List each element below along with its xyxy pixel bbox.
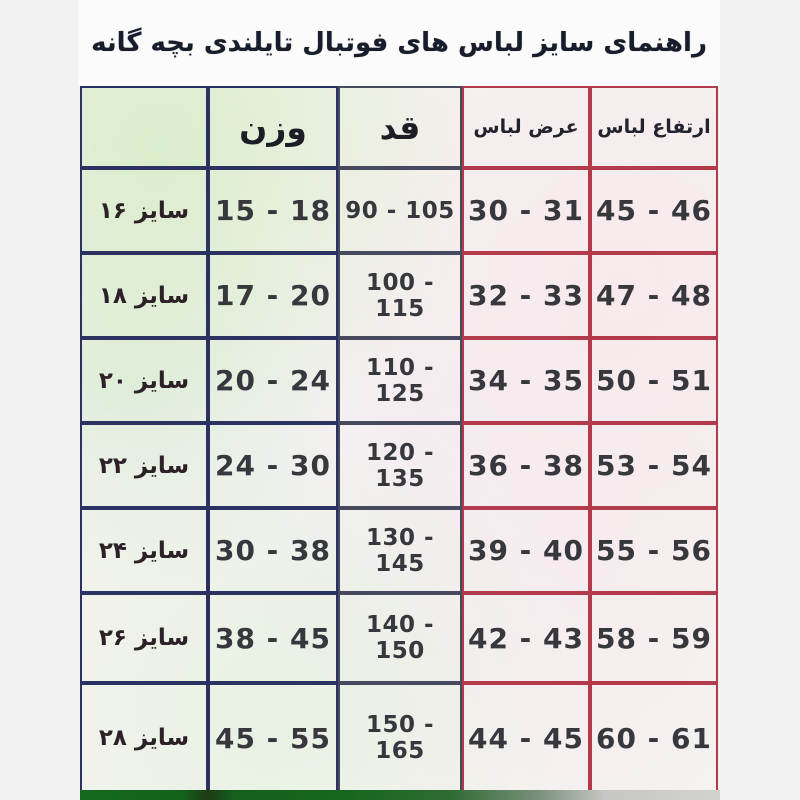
size-guide-table: وزن قد عرض لباس ارتفاع لباس سایز ۱۶ 15 -… bbox=[80, 86, 718, 793]
weight-cell: 17 - 20 bbox=[208, 253, 338, 338]
height-cell: 110 - 125 bbox=[338, 338, 462, 423]
height-cell: 150 - 165 bbox=[338, 683, 462, 793]
column-header-height: قد bbox=[338, 86, 462, 168]
table-row: سایز ۲۲ 24 - 30 120 - 135 36 - 38 53 - 5… bbox=[80, 423, 718, 508]
height-cell: 120 - 135 bbox=[338, 423, 462, 508]
title-band: راهنمای سایز لباس های فوتبال تایلندی بچه… bbox=[78, 0, 720, 86]
table-row: سایز ۲۰ 20 - 24 110 - 125 34 - 35 50 - 5… bbox=[80, 338, 718, 423]
garment-width-cell: 34 - 35 bbox=[462, 338, 590, 423]
size-cell: سایز ۲۸ bbox=[80, 683, 208, 793]
size-cell: سایز ۲۲ bbox=[80, 423, 208, 508]
size-cell: سایز ۲۰ bbox=[80, 338, 208, 423]
height-cell: 140 - 150 bbox=[338, 593, 462, 683]
garment-width-cell: 36 - 38 bbox=[462, 423, 590, 508]
header-row: وزن قد عرض لباس ارتفاع لباس bbox=[80, 86, 718, 168]
garment-height-cell: 55 - 56 bbox=[590, 508, 718, 593]
garment-height-cell: 47 - 48 bbox=[590, 253, 718, 338]
garment-height-cell: 58 - 59 bbox=[590, 593, 718, 683]
garment-width-cell: 39 - 40 bbox=[462, 508, 590, 593]
column-header-garment-width: عرض لباس bbox=[462, 86, 590, 168]
weight-cell: 38 - 45 bbox=[208, 593, 338, 683]
table-row: سایز ۱۶ 15 - 18 90 - 105 30 - 31 45 - 46 bbox=[80, 168, 718, 253]
garment-height-cell: 60 - 61 bbox=[590, 683, 718, 793]
weight-cell: 30 - 38 bbox=[208, 508, 338, 593]
table-row: سایز ۲۸ 45 - 55 150 - 165 44 - 45 60 - 6… bbox=[80, 683, 718, 793]
table-row: سایز ۲۶ 38 - 45 140 - 150 42 - 43 58 - 5… bbox=[80, 593, 718, 683]
weight-cell: 15 - 18 bbox=[208, 168, 338, 253]
garment-height-cell: 45 - 46 bbox=[590, 168, 718, 253]
column-header-weight: وزن bbox=[208, 86, 338, 168]
garment-width-cell: 30 - 31 bbox=[462, 168, 590, 253]
garment-height-cell: 53 - 54 bbox=[590, 423, 718, 508]
page-title: راهنمای سایز لباس های فوتبال تایلندی بچه… bbox=[91, 28, 707, 58]
size-cell: سایز ۲۶ bbox=[80, 593, 208, 683]
table-row: سایز ۱۸ 17 - 20 100 - 115 32 - 33 47 - 4… bbox=[80, 253, 718, 338]
size-cell: سایز ۱۸ bbox=[80, 253, 208, 338]
size-cell: سایز ۱۶ bbox=[80, 168, 208, 253]
bottom-photo-strip bbox=[80, 790, 720, 800]
size-cell: سایز ۲۴ bbox=[80, 508, 208, 593]
height-cell: 130 - 145 bbox=[338, 508, 462, 593]
weight-cell: 24 - 30 bbox=[208, 423, 338, 508]
garment-width-cell: 42 - 43 bbox=[462, 593, 590, 683]
column-header-size bbox=[80, 86, 208, 168]
garment-width-cell: 32 - 33 bbox=[462, 253, 590, 338]
weight-cell: 20 - 24 bbox=[208, 338, 338, 423]
height-cell: 90 - 105 bbox=[338, 168, 462, 253]
garment-width-cell: 44 - 45 bbox=[462, 683, 590, 793]
garment-height-cell: 50 - 51 bbox=[590, 338, 718, 423]
height-cell: 100 - 115 bbox=[338, 253, 462, 338]
table-row: سایز ۲۴ 30 - 38 130 - 145 39 - 40 55 - 5… bbox=[80, 508, 718, 593]
column-header-garment-height: ارتفاع لباس bbox=[590, 86, 718, 168]
weight-cell: 45 - 55 bbox=[208, 683, 338, 793]
